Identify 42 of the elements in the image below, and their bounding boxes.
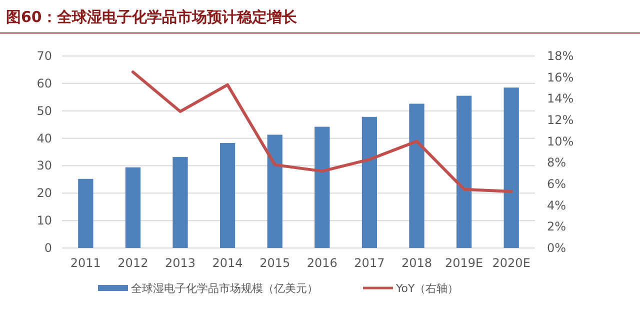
y-tick-label: 30 [36, 158, 52, 173]
y-tick-label: 70 [36, 49, 52, 63]
x-tick-label: 2014 [212, 256, 243, 270]
y-tick-label: 20 [36, 186, 52, 200]
y2-tick-label: 2% [547, 220, 566, 234]
legend-label: YoY（右轴） [395, 282, 459, 295]
bar [362, 116, 378, 248]
bar [172, 156, 188, 248]
bar [125, 167, 141, 248]
y2-tick-label: 0% [547, 241, 566, 255]
y2-tick-label: 4% [547, 198, 566, 212]
y2-tick-label: 18% [547, 49, 574, 63]
bar [409, 104, 424, 248]
x-tick-label: 2017 [354, 256, 385, 270]
x-tick-label: 2016 [306, 256, 338, 270]
y-tick-label: 50 [36, 104, 52, 118]
bar [267, 134, 282, 248]
y-tick-label: 10 [36, 214, 52, 228]
y-tick-label: 0 [44, 241, 52, 255]
x-tick-label: 2018 [401, 256, 432, 270]
bar [456, 96, 472, 248]
x-tick-label: 2020E [492, 256, 530, 270]
y2-tick-label: 6% [547, 177, 566, 191]
bar [78, 178, 94, 248]
x-tick-label: 2011 [70, 256, 101, 270]
legend-label: 全球湿电子化学品市场规模（亿美元） [131, 282, 318, 295]
x-tick-label: 2019E [444, 256, 484, 270]
y-tick-label: 40 [36, 131, 52, 146]
chart-title: 图60：全球湿电子化学品市场预计稳定增长 [6, 8, 298, 26]
y2-tick-label: 8% [547, 156, 566, 170]
line-series [131, 70, 513, 193]
bar [220, 142, 236, 248]
x-tick-label: 2013 [164, 256, 196, 270]
x-tick-label: 2015 [260, 256, 290, 270]
x-tick-label: 2012 [118, 256, 148, 270]
y2-tick-label: 12% [547, 113, 574, 127]
bar [314, 126, 330, 248]
y2-tick-label: 10% [547, 134, 574, 148]
y-tick-label: 60 [36, 76, 52, 90]
y2-tick-label: 16% [547, 70, 574, 84]
y2-tick-label: 14% [547, 92, 574, 106]
bar [504, 88, 519, 248]
